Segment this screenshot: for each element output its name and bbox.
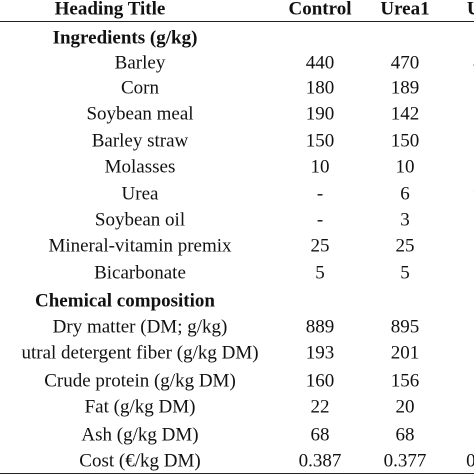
table-cell: Crude protein (g/kg DM) [44,370,236,392]
table-cell: 0.377 [383,450,427,472]
table-cell: 142 [390,103,420,125]
table-cell: 5 [400,262,410,284]
table-cell: 68 [310,424,330,446]
table-cell: 5 [315,262,325,284]
table-cell: Barley straw [91,130,189,152]
table-cell: Bicarbonate [94,262,186,284]
table-cell: 440 [305,52,335,74]
table-cell: - [316,183,324,205]
table-cell: 189 [390,77,420,99]
table-cell: Soybean meal [86,103,194,125]
table-cell: 22 [310,396,330,418]
table-cell: 6 [400,183,410,205]
table-cell: 25 [395,235,415,257]
table-cell: utral detergent fiber (g/kg DM) [21,342,259,364]
table-cell: 20 [395,396,415,418]
table-cell: 3 [400,209,410,231]
table-cell: 25 [310,235,330,257]
heading-cell: Ur [466,0,474,20]
table-cell: 156 [390,370,420,392]
heading-cell: Chemical composition [35,290,215,312]
table-cell: Mineral-vitamin premix [48,235,232,257]
table-cell: 190 [305,103,335,125]
table-cell: 889 [305,316,335,338]
table-cell: 0.3 [466,450,474,472]
heading-cell: Urea1 [380,0,430,20]
table-cell: 150 [390,130,420,152]
table-cell: Molasses [104,156,176,178]
table-cell: Urea [121,183,159,205]
table-cell: Barley [114,52,166,74]
table-cell: 180 [305,77,335,99]
header-rule [0,21,474,22]
table-cell: 201 [390,342,420,364]
table-cell: 150 [305,130,335,152]
table-cell: 10 [395,156,415,178]
table-cell: Ash (g/kg DM) [81,424,199,446]
table-cell: 10 [310,156,330,178]
table-cell: 470 [390,52,420,74]
heading-cell: Heading Title [54,0,166,20]
table-cell: 193 [305,342,335,364]
table-cell: Fat (g/kg DM) [84,396,196,418]
table-cell: 160 [305,370,335,392]
table-cell: 0.387 [298,450,342,472]
table-cell: 895 [390,316,420,338]
table-cell: Cost (€/kg DM) [79,450,201,472]
table-cell: Corn [121,77,159,99]
heading-cell: Ingredients (g/kg) [52,27,198,49]
heading-cell: Control [288,0,352,20]
table-cell: Soybean oil [94,209,186,231]
table-cell: Dry matter (DM; g/kg) [52,316,228,338]
table-cell: 68 [395,424,415,446]
table-cell: - [316,209,324,231]
